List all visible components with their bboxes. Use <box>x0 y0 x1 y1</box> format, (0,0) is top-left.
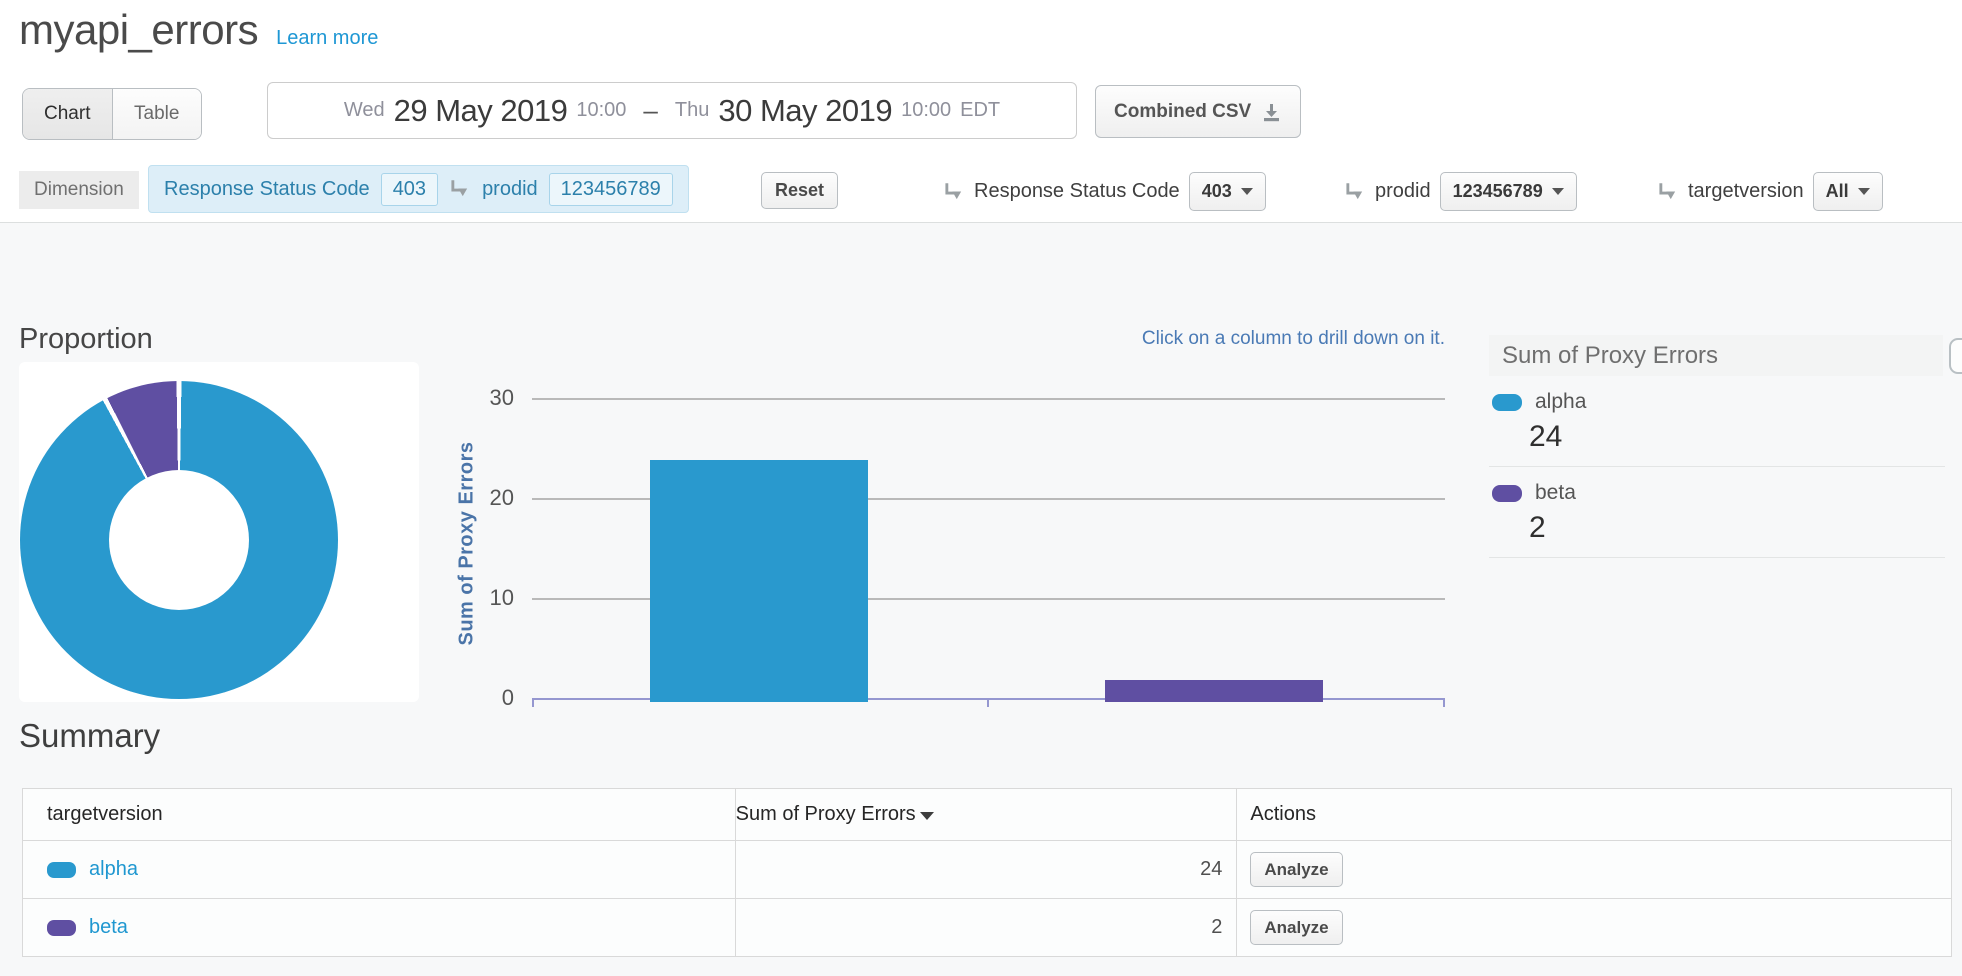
axis-tick <box>987 698 989 707</box>
drilldown-group: prodid 123456789 <box>1344 172 1577 211</box>
drilldown-name: Response Status Code <box>974 180 1180 202</box>
legend-title: Sum of Proxy Errors <box>1489 335 1943 376</box>
legend-label: alpha <box>1535 390 1587 413</box>
combined-csv-label: Combined CSV <box>1114 100 1252 122</box>
col-metric-label: Sum of Proxy Errors <box>735 803 916 825</box>
filter-name: prodid <box>482 177 538 200</box>
proportion-card <box>19 362 419 702</box>
row-value: 2 <box>734 898 1238 957</box>
gridline <box>532 398 1445 400</box>
row-link-alpha[interactable]: alpha <box>89 858 138 881</box>
alpha-swatch-icon <box>47 861 76 878</box>
start-day: Wed <box>343 99 385 121</box>
gridline <box>532 598 1445 600</box>
drilldown-select-prodid[interactable]: 123456789 <box>1439 172 1577 211</box>
proportion-donut-chart[interactable] <box>20 381 338 699</box>
legend-value: 24 <box>1529 420 1563 453</box>
donut-hole <box>109 470 249 610</box>
drilldown-name: targetversion <box>1688 180 1804 202</box>
download-icon <box>1261 102 1282 122</box>
dimension-label: Dimension <box>19 171 139 209</box>
table-row: alpha 24 Analyze <box>22 840 1952 899</box>
legend-item-alpha[interactable]: alpha 24 <box>1489 376 1962 454</box>
beta-swatch-icon <box>47 919 76 936</box>
chevron-down-icon <box>1551 188 1564 195</box>
date-separator: – <box>643 95 658 125</box>
chevron-down-icon <box>1240 188 1253 195</box>
legend-divider <box>1489 466 1945 467</box>
summary-title: Summary <box>19 717 161 754</box>
drilldown-hint: Click on a column to drill down on it. <box>1141 328 1445 349</box>
chart-legend: Sum of Proxy Errors alpha 24 beta 2 <box>1489 335 1962 558</box>
date-range-picker[interactable]: Wed 29 May 2019 10:00 – Thu 30 May 2019 … <box>267 82 1077 139</box>
table-header-row: targetversion Sum of Proxy Errors Action… <box>22 788 1952 841</box>
legend-value: 2 <box>1529 511 1546 544</box>
end-date: 30 May 2019 <box>718 92 893 128</box>
y-tick-20: 20 <box>489 485 514 510</box>
view-toggle: Chart Table <box>22 88 202 140</box>
legend-item-beta[interactable]: beta 2 <box>1489 467 1962 545</box>
y-tick-0: 0 <box>501 685 514 710</box>
legend-label: beta <box>1535 481 1576 504</box>
end-day: Thu <box>674 99 710 121</box>
y-axis-label: Sum of Proxy Errors <box>455 441 478 646</box>
chevron-down-icon <box>1857 188 1870 195</box>
drilldown-name: prodid <box>1375 180 1431 202</box>
row-value: 24 <box>734 840 1238 899</box>
timezone: EDT <box>960 99 1001 121</box>
drilldown-arrow-icon <box>1657 182 1679 202</box>
gridline <box>532 498 1445 500</box>
drilldown-arrow-icon <box>1344 182 1366 202</box>
analyze-button-beta[interactable]: Analyze <box>1250 910 1343 945</box>
axis-tick <box>532 698 534 707</box>
row-link-beta[interactable]: beta <box>89 916 128 939</box>
section-divider <box>0 222 1962 223</box>
y-tick-10: 10 <box>489 585 514 610</box>
bar-chart <box>532 398 1445 707</box>
drilldown-select-status-code[interactable]: 403 <box>1188 172 1266 211</box>
drilldown-select-targetversion[interactable]: All <box>1812 172 1883 211</box>
end-time: 10:00 <box>901 99 952 121</box>
tab-table[interactable]: Table <box>112 89 201 139</box>
axis-tick <box>1443 698 1445 707</box>
drilldown-arrow-icon <box>943 182 965 202</box>
drilldown-group: Response Status Code 403 <box>943 172 1266 211</box>
charts-section: Proportion Click on a column to drill do… <box>0 223 1962 976</box>
drilldown-arrow-icon <box>449 179 471 199</box>
alpha-swatch-icon <box>1492 393 1522 411</box>
bar-beta[interactable] <box>1105 680 1323 702</box>
legend-edge-button[interactable] <box>1949 338 1962 374</box>
y-tick-30: 30 <box>489 385 514 410</box>
legend-divider <box>1489 557 1945 558</box>
sort-desc-icon <box>919 812 934 820</box>
titlebar: myapi_errors Learn more <box>19 6 378 54</box>
col-metric[interactable]: Sum of Proxy Errors <box>734 788 1238 841</box>
drilldown-value: All <box>1825 181 1849 201</box>
drilldown-value: 123456789 <box>1452 181 1543 201</box>
beta-swatch-icon <box>1492 484 1522 502</box>
drilldown-value: 403 <box>1201 181 1232 201</box>
summary-table: targetversion Sum of Proxy Errors Action… <box>22 788 1952 957</box>
tab-chart[interactable]: Chart <box>23 89 113 139</box>
analyze-button-alpha[interactable]: Analyze <box>1250 852 1343 887</box>
col-actions: Actions <box>1236 788 1952 841</box>
page-title: myapi_errors <box>19 6 259 53</box>
bar-alpha[interactable] <box>650 460 868 702</box>
learn-more-link[interactable]: Learn more <box>276 27 379 49</box>
active-filter-breadcrumb: Response Status Code 403 prodid 12345678… <box>148 165 689 213</box>
reset-button[interactable]: Reset <box>761 172 839 209</box>
filter-value-chip[interactable]: 123456789 <box>548 172 673 206</box>
table-row: beta 2 Analyze <box>22 898 1952 957</box>
filter-value-chip[interactable]: 403 <box>380 172 439 206</box>
start-time: 10:00 <box>576 99 627 121</box>
filter-name: Response Status Code <box>164 177 370 200</box>
start-date: 29 May 2019 <box>393 92 568 128</box>
combined-csv-button[interactable]: Combined CSV <box>1095 85 1302 138</box>
col-targetversion[interactable]: targetversion <box>22 788 736 841</box>
proportion-title: Proportion <box>19 323 153 355</box>
drilldown-group: targetversion All <box>1657 172 1883 211</box>
